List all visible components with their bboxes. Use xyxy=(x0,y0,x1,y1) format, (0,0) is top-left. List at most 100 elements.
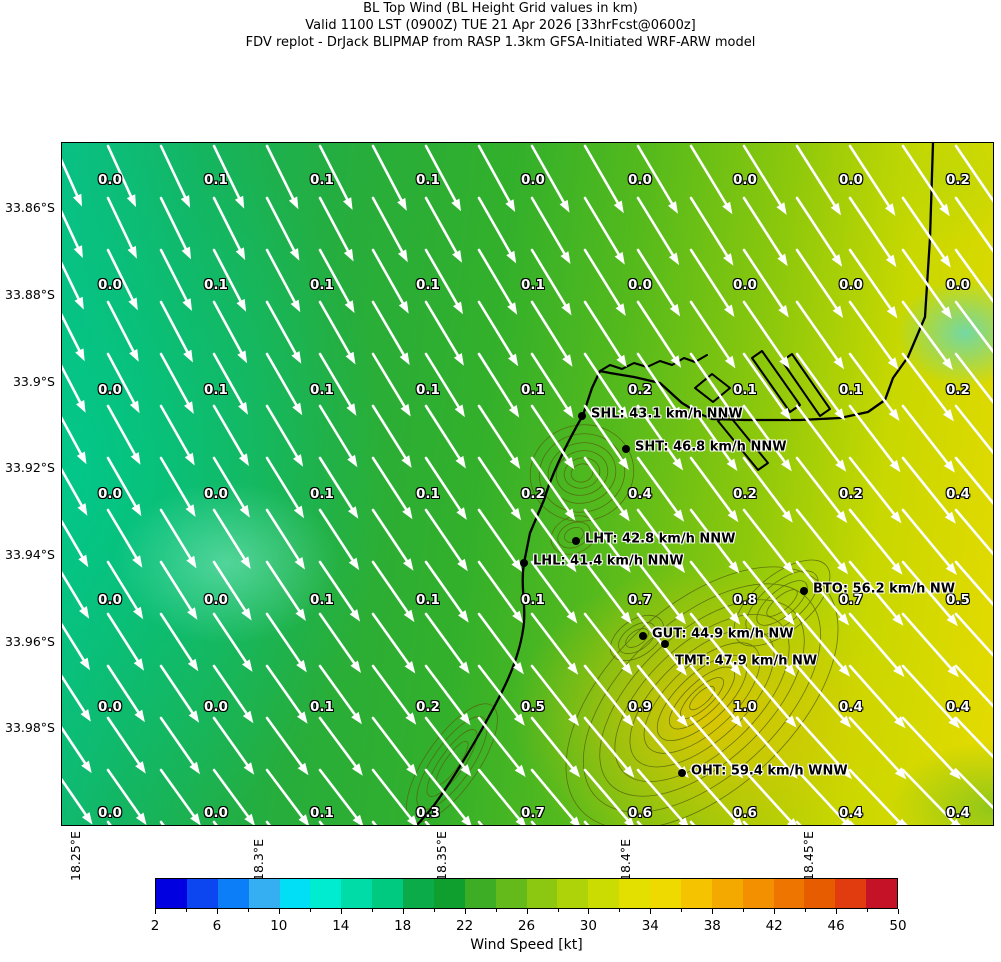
wind-arrow-head xyxy=(398,300,409,314)
wind-arrow-head xyxy=(947,665,959,678)
grid-value: 0.7 xyxy=(628,592,652,608)
wind-arrow-shaft xyxy=(848,716,903,775)
colorbar-tick-label: 46 xyxy=(827,918,845,934)
lat-tick-label: 33.86°S xyxy=(5,200,55,215)
wind-arrow-head xyxy=(668,252,680,266)
wind-arrow-shaft xyxy=(742,664,793,723)
wind-arrow-head xyxy=(731,715,743,728)
wind-arrow-shaft xyxy=(424,820,431,825)
wind-arrow-head xyxy=(560,251,571,264)
wind-arrow-head xyxy=(242,659,253,672)
wind-arrow-shaft xyxy=(477,716,523,773)
wind-arrow-head xyxy=(235,247,246,261)
title-line-3: FDV replot - DrJack BLIPMAP from RASP 1.… xyxy=(245,35,756,50)
wind-arrow-shaft xyxy=(477,768,523,824)
grid-value: 0.6 xyxy=(628,805,652,821)
wind-arrow-shaft xyxy=(530,612,575,670)
colorbar-segment xyxy=(742,879,774,908)
wind-arrow-head xyxy=(508,405,520,418)
wind-arrow-shaft xyxy=(371,768,415,823)
wind-arrow-shaft xyxy=(636,404,680,466)
grid-value: 0.4 xyxy=(946,486,970,502)
wind-arrow-head xyxy=(830,202,841,216)
wind-arrow-head xyxy=(727,509,739,523)
wind-arrow-shaft xyxy=(848,196,894,262)
wind-arrow-shaft xyxy=(212,404,247,461)
wind-arrow-head xyxy=(728,561,740,574)
map-plot-area[interactable]: 0.0 0.1 0.1 0.1 0.0 0.0 0.0 0.0 0.2 0.0 0.1 0.1 0.1 0… xyxy=(61,142,994,826)
wind-arrow-shaft xyxy=(689,352,734,415)
wind-arrow-head xyxy=(458,610,469,623)
wind-arrow-shaft xyxy=(265,404,301,462)
wind-arrow-shaft xyxy=(265,456,302,513)
wind-arrow-shaft xyxy=(583,664,630,722)
wind-arrow-head xyxy=(946,614,958,627)
wind-arrow-head xyxy=(675,663,687,676)
colorbar-segment xyxy=(464,879,496,908)
colorbar-tick-label: 2 xyxy=(150,918,160,934)
wind-arrow-head xyxy=(948,716,960,729)
colorbar-tick xyxy=(247,909,249,912)
wind-arrow-head xyxy=(453,301,463,315)
wind-arrow-shaft xyxy=(106,664,142,717)
grid-value: 0.2 xyxy=(733,486,757,502)
wind-arrow-shaft xyxy=(636,560,683,620)
wind-arrow-shaft xyxy=(159,248,190,306)
wind-arrow-head xyxy=(622,714,634,727)
colorbar-tick xyxy=(805,909,807,912)
grid-value: 0.0 xyxy=(98,172,122,188)
grid-value: 0.4 xyxy=(839,805,863,821)
wind-arrow-head xyxy=(943,460,955,473)
wind-arrow-shaft xyxy=(742,352,788,415)
wind-arrow-shaft xyxy=(954,508,993,556)
wind-arrow-shaft xyxy=(106,508,140,563)
wind-arrow-shaft xyxy=(689,404,735,466)
lon-tick-label: 18.45°E xyxy=(801,831,816,881)
station-label: GUT: 44.9 km/h NW xyxy=(652,626,794,642)
wind-arrow-head xyxy=(238,401,248,415)
wind-arrow-shaft xyxy=(62,822,89,825)
grid-value: 0.9 xyxy=(628,699,652,715)
grid-value: 0.1 xyxy=(310,172,334,188)
wind-arrow-shaft xyxy=(742,560,792,621)
colorbar-tick xyxy=(526,909,528,914)
grid-value: 0.0 xyxy=(204,486,228,502)
wind-arrow-head xyxy=(885,254,897,268)
wind-arrow-shaft xyxy=(265,820,271,825)
wind-arrow-shaft xyxy=(424,248,461,309)
colorbar-tick xyxy=(278,909,280,914)
wind-arrow-shaft xyxy=(477,300,516,361)
wind-arrow-shaft xyxy=(742,404,789,467)
grid-value: 0.1 xyxy=(204,277,228,293)
wind-arrow-head xyxy=(621,663,633,676)
colorbar-tick xyxy=(464,909,466,914)
wind-arrow-shaft xyxy=(62,416,85,459)
wind-arrow-head xyxy=(72,193,82,207)
wind-arrow-head xyxy=(943,409,954,422)
grid-value: 0.5 xyxy=(946,592,970,608)
wind-arrow-shaft xyxy=(742,248,786,313)
wind-arrow-head xyxy=(188,710,200,723)
wind-arrow-shaft xyxy=(159,768,198,821)
wind-arrow-shaft xyxy=(318,508,357,565)
wind-arrow-head xyxy=(832,305,844,318)
wind-arrow-head xyxy=(189,761,200,775)
wind-arrow-shaft xyxy=(424,300,462,361)
wind-arrow-shaft xyxy=(742,456,790,518)
wind-arrow-head xyxy=(401,455,412,468)
wind-arrow-head xyxy=(568,713,580,727)
wind-arrow-shaft xyxy=(265,144,297,204)
wind-arrow-shaft xyxy=(795,300,841,364)
wind-arrow-head xyxy=(80,709,91,722)
wind-arrow-head xyxy=(564,457,575,470)
wind-arrow-head xyxy=(347,454,358,468)
wind-arrow-shaft xyxy=(689,508,736,569)
wind-arrow-shaft xyxy=(583,508,628,568)
wind-arrow-shaft xyxy=(742,768,795,825)
wind-arrow-shaft xyxy=(318,196,352,256)
colorbar-tick xyxy=(433,909,435,912)
wind-arrow-shaft xyxy=(848,352,897,416)
wind-arrow-head xyxy=(940,255,951,268)
wind-arrow-head xyxy=(835,459,847,472)
wind-arrow-head xyxy=(506,250,517,264)
